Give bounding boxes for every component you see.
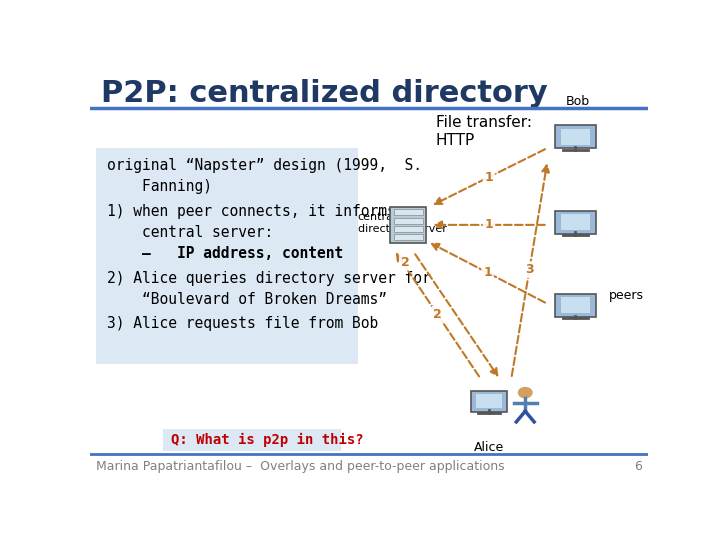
Text: centralized
directory server: centralized directory server (358, 212, 446, 234)
FancyBboxPatch shape (561, 129, 590, 145)
Text: 1: 1 (485, 218, 493, 231)
Text: File transfer:
HTTP: File transfer: HTTP (436, 114, 532, 148)
Text: peers: peers (609, 289, 644, 302)
FancyArrowPatch shape (415, 254, 498, 375)
Text: 1) when peer connects, it informs
    central server:: 1) when peer connects, it informs centra… (107, 204, 395, 240)
FancyBboxPatch shape (561, 297, 590, 313)
Text: Q: What is p2p in this?: Q: What is p2p in this? (171, 433, 364, 447)
Text: 1: 1 (483, 266, 492, 279)
Text: P2P: centralized directory: P2P: centralized directory (101, 79, 548, 109)
Text: Marina Papatriantafilou –  Overlays and peer-to-peer applications: Marina Papatriantafilou – Overlays and p… (96, 461, 504, 474)
Text: 3) Alice requests file from Bob: 3) Alice requests file from Bob (107, 316, 378, 332)
Circle shape (518, 388, 532, 397)
FancyBboxPatch shape (394, 226, 423, 232)
FancyArrowPatch shape (435, 149, 545, 204)
FancyArrowPatch shape (436, 221, 545, 228)
Text: Alice: Alice (474, 441, 504, 454)
FancyBboxPatch shape (394, 218, 423, 224)
Text: 6: 6 (634, 461, 642, 474)
FancyBboxPatch shape (555, 211, 596, 234)
FancyBboxPatch shape (163, 429, 341, 451)
FancyBboxPatch shape (555, 125, 596, 148)
FancyArrowPatch shape (432, 244, 545, 302)
FancyBboxPatch shape (561, 214, 590, 230)
FancyBboxPatch shape (471, 391, 508, 411)
Text: –   IP address, content: – IP address, content (107, 246, 343, 261)
Text: 2: 2 (433, 308, 442, 321)
FancyBboxPatch shape (390, 207, 426, 243)
FancyBboxPatch shape (394, 210, 423, 215)
FancyBboxPatch shape (96, 148, 358, 364)
Text: Bob: Bob (566, 96, 590, 109)
FancyBboxPatch shape (394, 234, 423, 240)
FancyBboxPatch shape (555, 294, 596, 317)
Text: 2: 2 (401, 256, 410, 269)
FancyArrowPatch shape (512, 165, 549, 376)
Text: 1: 1 (485, 171, 493, 184)
FancyArrowPatch shape (397, 254, 479, 376)
Text: original “Napster” design (1999,  S.
    Fanning): original “Napster” design (1999, S. Fann… (107, 158, 422, 194)
FancyBboxPatch shape (476, 394, 502, 408)
Text: 3: 3 (525, 263, 534, 276)
Text: 2) Alice queries directory server for
    “Boulevard of Broken Dreams”: 2) Alice queries directory server for “B… (107, 271, 431, 307)
